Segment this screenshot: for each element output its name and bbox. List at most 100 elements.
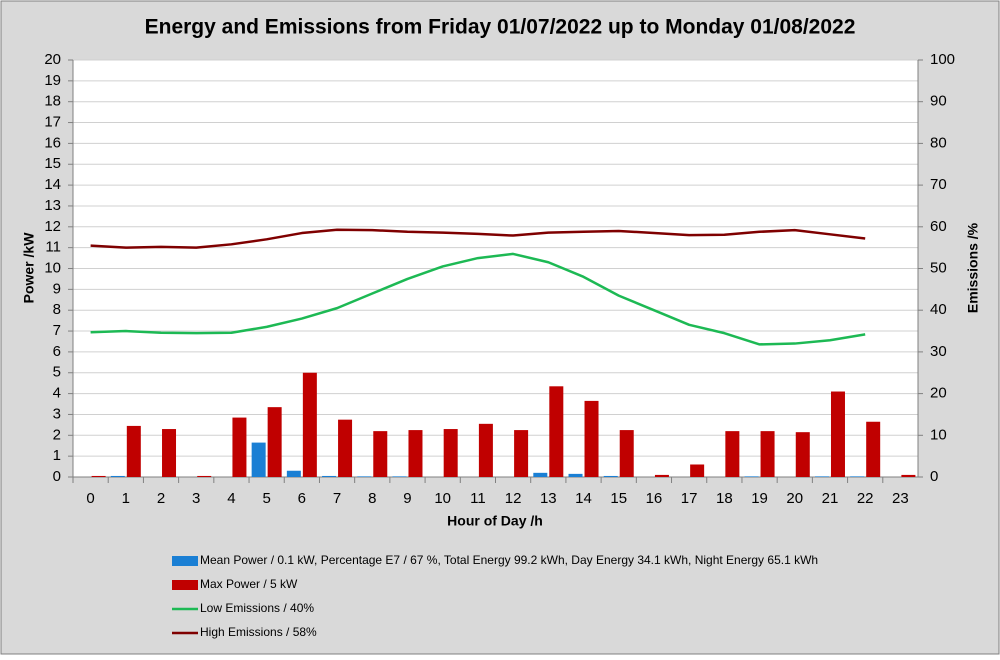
bar (584, 400, 599, 477)
y-tick-label: 18 (44, 93, 61, 110)
x-tick-label: 18 (716, 490, 733, 507)
bar (443, 429, 458, 477)
bar (866, 421, 881, 477)
x-tick-label: 15 (610, 490, 627, 507)
x-tick-label: 7 (333, 490, 341, 507)
y2-axis-label: Emissions /% (965, 222, 981, 313)
legend-swatch (172, 580, 198, 590)
legend-label: High Emissions / 58% (200, 625, 317, 639)
bar (690, 464, 705, 477)
bar (392, 476, 407, 477)
x-tick-label: 12 (505, 490, 522, 507)
bar (322, 475, 337, 477)
x-tick-label: 9 (403, 490, 411, 507)
y2-tick-label: 30 (930, 343, 947, 360)
y-tick-label: 3 (53, 405, 61, 422)
bar (514, 430, 529, 477)
x-tick-label: 19 (751, 490, 768, 507)
x-tick-label: 23 (892, 490, 909, 507)
y-tick-label: 15 (44, 155, 61, 172)
bar (725, 431, 740, 477)
bar (533, 472, 548, 477)
y2-tick-label: 80 (930, 134, 947, 151)
bar (91, 475, 106, 477)
y-axis-label: Power /kW (21, 232, 37, 304)
bar (110, 475, 125, 477)
y-tick-label: 12 (44, 218, 61, 235)
y-tick-label: 0 (53, 468, 61, 485)
line-series (90, 228, 866, 249)
y-tick-label: 6 (53, 343, 61, 360)
x-tick-label: 22 (857, 490, 874, 507)
y2-tick-label: 100 (930, 51, 955, 68)
x-axis-label: Hour of Day /h (447, 513, 543, 529)
x-tick-label: 20 (786, 490, 803, 507)
y-tick-label: 5 (53, 364, 61, 381)
legend-label: Low Emissions / 40% (200, 601, 314, 615)
bar (654, 474, 669, 477)
bar (357, 476, 372, 477)
bar (814, 476, 829, 477)
y-tick-label: 1 (53, 447, 61, 464)
x-tick-label: 21 (822, 490, 839, 507)
bar (286, 470, 301, 477)
bar (232, 417, 247, 477)
chart-title: Energy and Emissions from Friday 01/07/2… (145, 16, 856, 39)
y-tick-label: 17 (44, 114, 61, 131)
x-tick-label: 14 (575, 490, 592, 507)
y-tick-label: 10 (44, 259, 61, 276)
x-tick-label: 3 (192, 490, 200, 507)
y-tick-label: 19 (44, 72, 61, 89)
y-tick-label: 2 (53, 426, 61, 443)
bar (568, 473, 583, 477)
x-tick-label: 4 (227, 490, 235, 507)
y-tick-label: 11 (45, 239, 61, 256)
bar (830, 391, 845, 477)
y2-tick-label: 50 (930, 259, 947, 276)
bar (373, 431, 388, 477)
x-tick-label: 6 (298, 490, 306, 507)
y2-tick-label: 40 (930, 301, 947, 318)
bar (619, 430, 634, 477)
bar (901, 474, 916, 477)
bar (162, 429, 177, 477)
bar (302, 372, 317, 477)
y2-tick-label: 60 (930, 218, 947, 235)
bar (603, 475, 618, 477)
bar (795, 432, 810, 477)
bar (760, 431, 775, 477)
x-tick-label: 2 (157, 490, 165, 507)
x-tick-label: 1 (122, 490, 130, 507)
y-tick-label: 14 (44, 176, 61, 193)
legend-label: Max Power / 5 kW (200, 577, 298, 591)
legend-swatch (172, 556, 198, 566)
y-tick-label: 4 (53, 385, 61, 402)
y2-tick-label: 0 (930, 468, 938, 485)
bar (408, 430, 423, 477)
x-tick-label: 17 (681, 490, 698, 507)
bar (197, 475, 212, 477)
y-tick-label: 9 (53, 280, 61, 297)
bar (338, 419, 353, 477)
bar (549, 386, 564, 477)
bar (744, 476, 759, 477)
x-tick-label: 0 (86, 490, 94, 507)
y2-tick-label: 10 (930, 426, 947, 443)
y-tick-label: 7 (53, 322, 61, 339)
y-tick-label: 13 (44, 197, 61, 214)
y-tick-label: 16 (44, 134, 61, 151)
bar (126, 425, 141, 477)
y2-tick-label: 20 (930, 385, 947, 402)
bar (850, 476, 865, 477)
x-tick-label: 13 (540, 490, 557, 507)
line-series (90, 252, 866, 346)
y2-tick-label: 70 (930, 176, 947, 193)
y2-tick-label: 90 (930, 93, 947, 110)
bar (478, 423, 493, 477)
x-tick-label: 10 (434, 490, 451, 507)
x-tick-label: 8 (368, 490, 376, 507)
x-tick-label: 16 (646, 490, 663, 507)
y-tick-label: 20 (44, 51, 61, 68)
legend-label: Mean Power / 0.1 kW, Percentage E7 / 67 … (200, 553, 818, 567)
